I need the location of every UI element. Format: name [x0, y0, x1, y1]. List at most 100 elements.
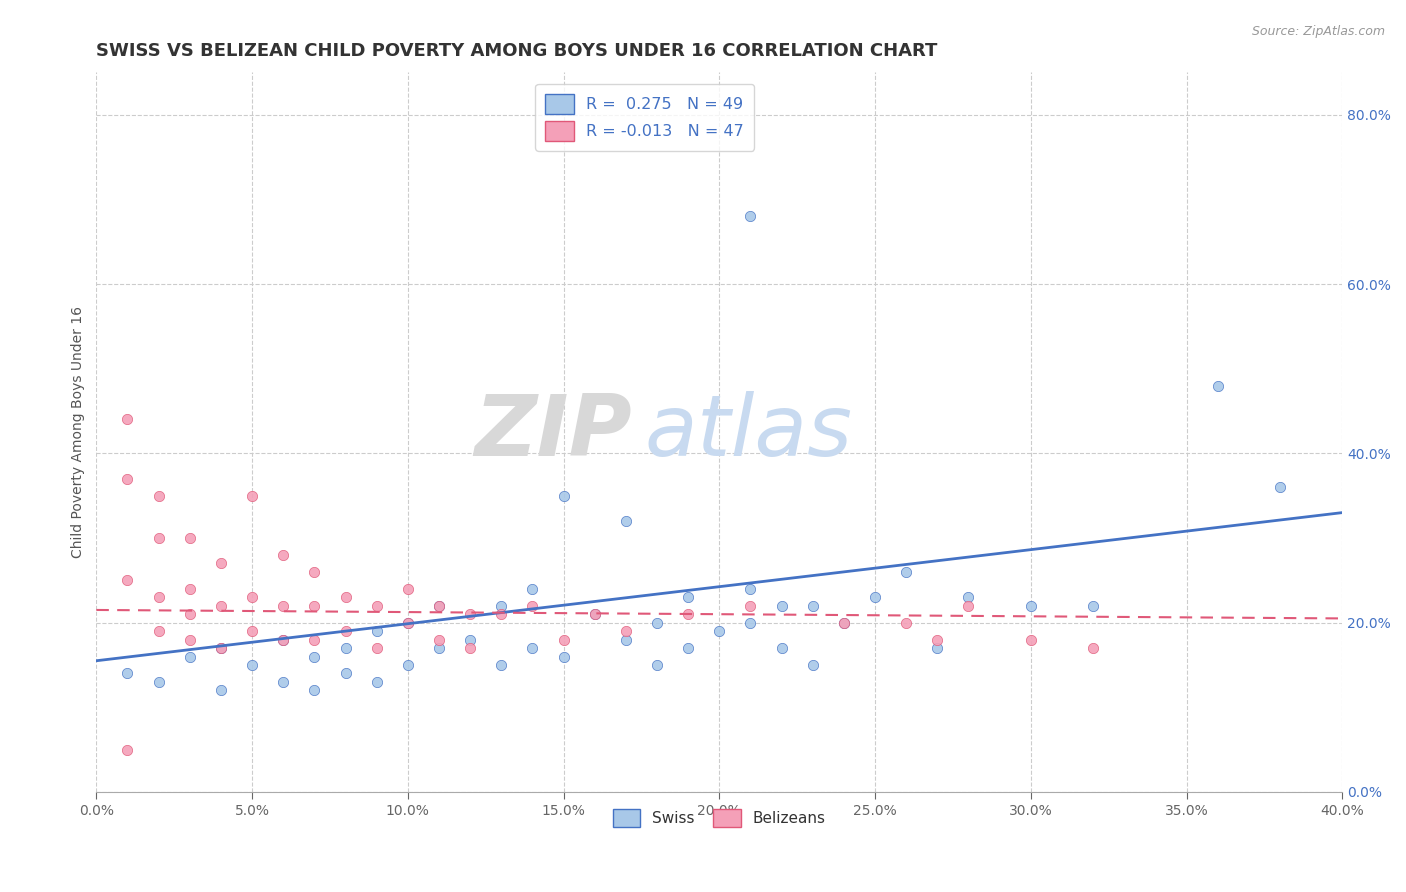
Point [1268, 480, 1291, 494]
Point [396, 657, 419, 672]
Point [209, 599, 232, 613]
Point [366, 641, 388, 656]
Point [240, 657, 263, 672]
Point [740, 582, 762, 596]
Point [801, 657, 824, 672]
Point [366, 599, 388, 613]
Point [676, 607, 699, 622]
Point [304, 649, 326, 664]
Point [240, 624, 263, 639]
Point [148, 489, 170, 503]
Point [427, 599, 450, 613]
Point [117, 666, 139, 681]
Point [491, 607, 513, 622]
Point [148, 591, 170, 605]
Point [117, 742, 139, 756]
Point [676, 641, 699, 656]
Point [645, 657, 668, 672]
Point [209, 683, 232, 698]
Point [240, 489, 263, 503]
Point [896, 565, 918, 579]
Point [209, 641, 232, 656]
Point [335, 641, 357, 656]
Point [396, 615, 419, 630]
Point [271, 632, 294, 647]
Point [427, 641, 450, 656]
Point [522, 599, 544, 613]
Point [304, 599, 326, 613]
Point [179, 649, 201, 664]
Point [832, 615, 855, 630]
Point [179, 531, 201, 545]
Point [271, 599, 294, 613]
Point [491, 657, 513, 672]
Point [366, 674, 388, 689]
Point [240, 591, 263, 605]
Point [770, 599, 793, 613]
Point [740, 615, 762, 630]
Point [957, 591, 980, 605]
Point [304, 632, 326, 647]
Point [209, 557, 232, 571]
Point [366, 624, 388, 639]
Point [614, 624, 637, 639]
Text: atlas: atlas [644, 391, 852, 474]
Point [117, 472, 139, 486]
Point [1019, 632, 1042, 647]
Point [553, 489, 575, 503]
Point [583, 607, 606, 622]
Point [396, 582, 419, 596]
Point [304, 683, 326, 698]
Point [458, 632, 481, 647]
Point [491, 599, 513, 613]
Point [583, 607, 606, 622]
Point [271, 674, 294, 689]
Point [740, 599, 762, 613]
Point [335, 624, 357, 639]
Point [614, 632, 637, 647]
Point [709, 624, 731, 639]
Point [927, 641, 949, 656]
Point [304, 565, 326, 579]
Point [801, 599, 824, 613]
Point [1081, 599, 1104, 613]
Text: ZIP: ZIP [474, 391, 633, 474]
Point [770, 641, 793, 656]
Point [957, 599, 980, 613]
Point [427, 599, 450, 613]
Point [458, 641, 481, 656]
Point [1206, 378, 1229, 392]
Point [271, 632, 294, 647]
Point [522, 582, 544, 596]
Point [209, 641, 232, 656]
Point [427, 632, 450, 647]
Point [863, 591, 886, 605]
Point [117, 412, 139, 426]
Point [179, 607, 201, 622]
Point [458, 607, 481, 622]
Text: SWISS VS BELIZEAN CHILD POVERTY AMONG BOYS UNDER 16 CORRELATION CHART: SWISS VS BELIZEAN CHILD POVERTY AMONG BO… [97, 42, 938, 60]
Point [896, 615, 918, 630]
Point [553, 632, 575, 647]
Point [1081, 641, 1104, 656]
Point [927, 632, 949, 647]
Point [148, 624, 170, 639]
Point [645, 615, 668, 630]
Point [676, 591, 699, 605]
Point [179, 582, 201, 596]
Point [1019, 599, 1042, 613]
Point [335, 666, 357, 681]
Text: Source: ZipAtlas.com: Source: ZipAtlas.com [1251, 25, 1385, 38]
Point [832, 615, 855, 630]
Legend: Swiss, Belizeans: Swiss, Belizeans [605, 802, 834, 835]
Point [148, 531, 170, 545]
Point [117, 574, 139, 588]
Point [740, 210, 762, 224]
Point [179, 632, 201, 647]
Point [271, 548, 294, 562]
Y-axis label: Child Poverty Among Boys Under 16: Child Poverty Among Boys Under 16 [72, 306, 86, 558]
Point [522, 641, 544, 656]
Point [553, 649, 575, 664]
Point [148, 674, 170, 689]
Point [335, 591, 357, 605]
